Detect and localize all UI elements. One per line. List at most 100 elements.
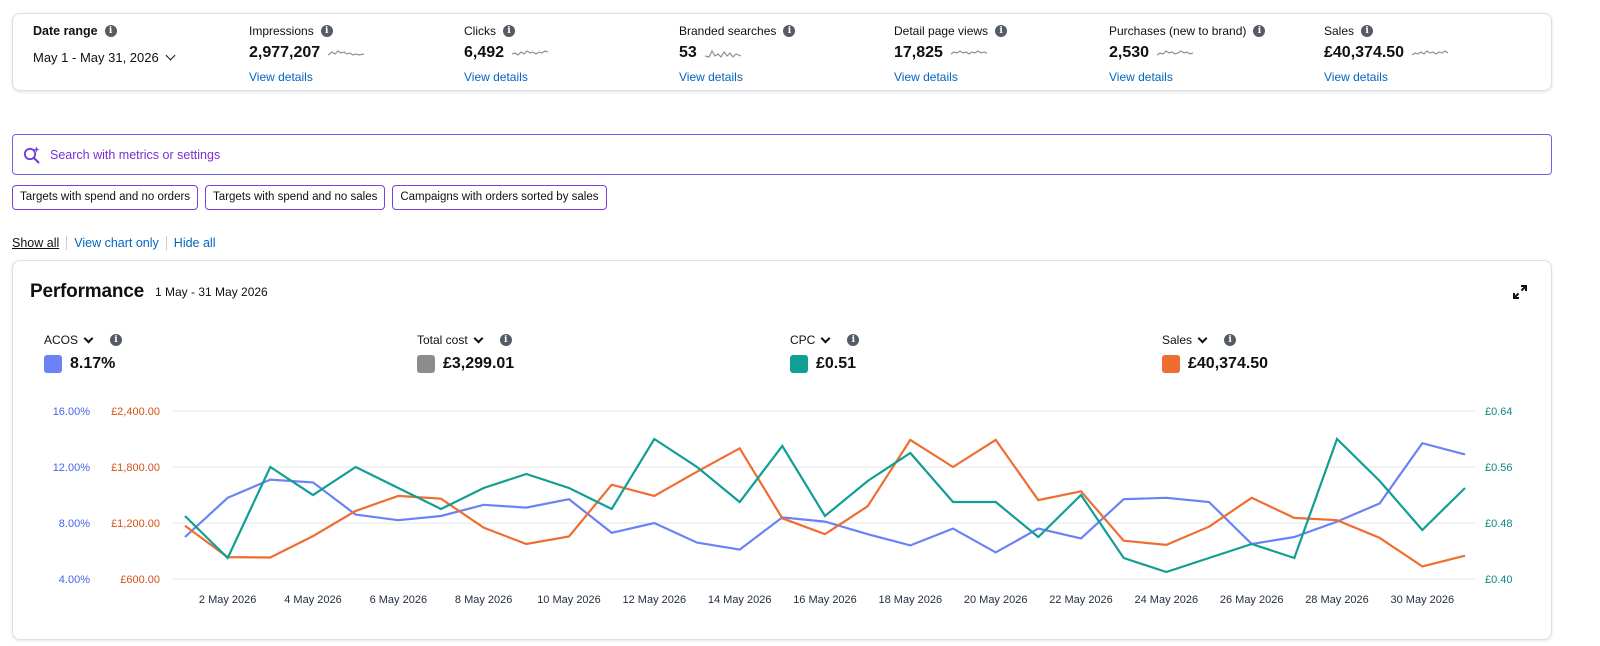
x-axis-tick-label: 22 May 2026	[1049, 594, 1113, 606]
info-icon[interactable]: i	[503, 25, 515, 37]
sparkline-icon	[512, 50, 549, 56]
chevron-down-icon	[165, 50, 176, 61]
sparkline-icon	[1412, 50, 1449, 56]
view-toggle-links: Show all View chart only Hide all	[12, 236, 215, 250]
x-axis-tick-label: 14 May 2026	[708, 594, 772, 606]
sales-axis-tick-label: £2,400.00	[111, 406, 160, 418]
x-axis-tick-label: 12 May 2026	[623, 594, 687, 606]
metric-dropdown[interactable]: CPC	[790, 333, 831, 347]
series-line-cpc	[184, 437, 1466, 574]
x-axis-tick-label: 20 May 2026	[964, 594, 1028, 606]
metric-label: ACOS	[44, 333, 79, 347]
x-axis-tick-label: 8 May 2026	[455, 594, 512, 606]
metric-value: 2,977,207	[249, 44, 321, 61]
info-icon[interactable]: i	[110, 334, 123, 346]
view-details-link[interactable]: View details	[249, 70, 313, 84]
expand-icon[interactable]	[1513, 285, 1527, 299]
view-chart-only-link[interactable]: View chart only	[74, 236, 159, 250]
metric-value: 6,492	[464, 44, 505, 61]
x-axis-tick-label: 24 May 2026	[1135, 594, 1199, 606]
metric-label: Detail page views	[894, 24, 989, 38]
metric-label: CPC	[790, 333, 816, 347]
acos-axis-tick-label: 12.00%	[53, 462, 91, 474]
search-input[interactable]	[50, 147, 1551, 162]
info-icon[interactable]: i	[320, 25, 333, 37]
performance-date-range: 1 May - 31 May 2026	[155, 285, 268, 299]
metric-label: Branded searches	[679, 24, 777, 38]
x-axis-tick-label: 28 May 2026	[1305, 594, 1369, 606]
metric-selector-acos: ACOS i 8.17%	[44, 333, 123, 373]
performance-title: Performance	[30, 281, 144, 302]
series-color-swatch[interactable]	[44, 355, 62, 373]
cpc-axis-tick-label: £0.56	[1485, 462, 1513, 474]
view-details-link[interactable]: View details	[1109, 70, 1173, 84]
cpc-axis-tick-label: £0.40	[1485, 574, 1513, 586]
info-icon[interactable]: i	[847, 334, 860, 346]
series-color-swatch[interactable]	[417, 355, 435, 373]
metric-value: £40,374.50	[1188, 355, 1269, 372]
metric-value: £40,374.50	[1324, 44, 1405, 61]
x-axis-tick-label: 10 May 2026	[537, 594, 601, 606]
metric-label: Sales	[1324, 24, 1355, 38]
view-details-link[interactable]: View details	[1324, 70, 1388, 84]
sparkline-icon	[328, 50, 365, 56]
acos-axis-tick-label: 4.00%	[59, 574, 90, 586]
x-axis-tick-label: 4 May 2026	[284, 594, 341, 606]
chip-campaigns-sorted-by-sales[interactable]: Campaigns with orders sorted by sales	[392, 185, 607, 210]
acos-axis-tick-label: 16.00%	[53, 406, 91, 418]
metric-value: £3,299.01	[443, 355, 515, 372]
info-icon[interactable]: i	[104, 25, 117, 37]
x-axis-tick-label: 16 May 2026	[793, 594, 857, 606]
series-line-sales	[184, 438, 1466, 568]
date-range-dropdown[interactable]: May 1 - May 31, 2026	[33, 50, 176, 65]
metric-dropdown[interactable]: Sales	[1162, 333, 1208, 347]
performance-line-chart[interactable]: 4.00% 8.00% 12.00% 16.00% £600.00 £1,200.00 £1…	[13, 261, 1551, 639]
sparkline-icon	[1157, 50, 1194, 56]
show-all-link[interactable]: Show all	[12, 236, 60, 250]
x-axis-tick-label: 26 May 2026	[1220, 594, 1284, 606]
info-icon[interactable]: i	[995, 25, 1008, 37]
metric-label: Purchases (new to brand)	[1109, 24, 1247, 38]
date-range-value: May 1 - May 31, 2026	[33, 50, 159, 65]
chip-targets-no-sales[interactable]: Targets with spend and no sales	[205, 185, 386, 210]
summary-card: Date range i May 1 - May 31, 2026 Impress…	[12, 13, 1552, 91]
metric-value: 8.17%	[70, 355, 116, 372]
hide-all-link[interactable]: Hide all	[173, 236, 216, 250]
info-icon[interactable]: i	[1224, 334, 1237, 346]
metric-dropdown[interactable]: ACOS	[44, 333, 94, 347]
metric-dropdown[interactable]: Total cost	[417, 333, 484, 347]
metric-label: Impressions	[249, 24, 314, 38]
metric-label: Sales	[1162, 333, 1193, 347]
cpc-axis-tick-label: £0.48	[1485, 518, 1513, 530]
sales-axis-tick-label: £1,800.00	[111, 462, 160, 474]
sales-axis-tick-label: £600.00	[120, 574, 160, 586]
metric-label: Total cost	[417, 333, 468, 347]
sales-axis-tick-label: £1,200.00	[111, 518, 160, 530]
chip-targets-no-orders[interactable]: Targets with spend and no orders	[12, 185, 199, 210]
sparkline-icon	[950, 50, 987, 55]
divider	[165, 236, 167, 250]
cpc-axis-tick-label: £0.64	[1485, 406, 1513, 418]
series-color-swatch[interactable]	[790, 355, 808, 373]
metric-value: 2,530	[1109, 44, 1150, 61]
view-details-link[interactable]: View details	[464, 70, 528, 84]
info-icon[interactable]: i	[783, 25, 796, 37]
info-icon[interactable]: i	[1253, 25, 1266, 37]
ai-search-icon	[23, 146, 40, 163]
metric-label: Clicks	[464, 24, 496, 38]
metric-value: 17,825	[894, 44, 943, 61]
metric-selector-cpc: CPC i £0.51	[790, 333, 860, 373]
view-details-link[interactable]: View details	[679, 70, 743, 84]
metric-value: £0.51	[816, 355, 857, 372]
metric-value: 53	[679, 44, 697, 61]
info-icon[interactable]: i	[1361, 25, 1374, 37]
suggestion-chips: Targets with spend and no orders Targets…	[12, 185, 607, 210]
acos-axis-tick-label: 8.00%	[59, 518, 90, 530]
view-details-link[interactable]: View details	[894, 70, 958, 84]
metric-selector-total-cost: Total cost i £3,299.01	[417, 333, 514, 373]
sparkline-icon	[704, 49, 741, 58]
series-color-swatch[interactable]	[1162, 355, 1180, 373]
divider	[66, 236, 68, 250]
x-axis-tick-label: 2 May 2026	[199, 594, 256, 606]
info-icon[interactable]: i	[499, 334, 512, 346]
